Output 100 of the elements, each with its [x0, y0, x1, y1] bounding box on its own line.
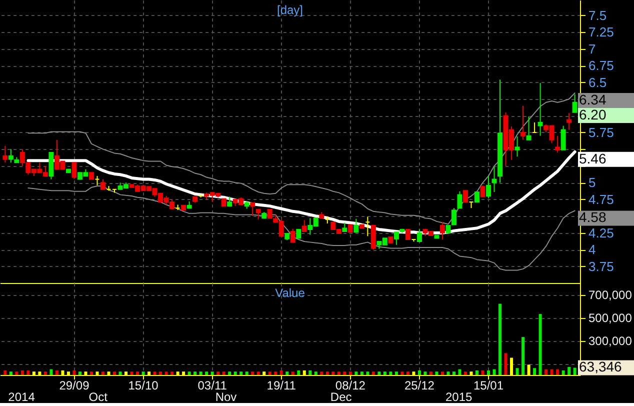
bar: [481, 370, 484, 375]
bar: [78, 372, 82, 375]
bar: [216, 372, 220, 375]
bar: [297, 370, 300, 375]
bar: [20, 370, 24, 375]
bar: [544, 369, 548, 375]
bar: [366, 372, 370, 375]
y-tick-label: 6.75: [588, 58, 614, 74]
bar: [400, 372, 404, 375]
bar: [228, 372, 232, 375]
candlestick: [440, 222, 445, 240]
bar: [550, 369, 554, 375]
bar: [562, 370, 565, 375]
bar: [130, 372, 134, 375]
bar: [194, 372, 197, 375]
bar: [516, 368, 519, 375]
bar: [498, 304, 502, 375]
chart-title: [day]: [276, 3, 304, 17]
candlestick: [2, 145, 8, 164]
x-tick-label: 29/09: [59, 378, 90, 392]
bar: [234, 372, 237, 375]
bar: [504, 353, 508, 375]
candlestick: [538, 82, 543, 136]
y-tick-label: 3.75: [588, 258, 614, 274]
bar: [113, 372, 116, 375]
bar: [418, 370, 421, 375]
bar: [170, 372, 174, 375]
data-label: 6.34: [579, 91, 606, 108]
candlestick: [560, 125, 566, 150]
bar: [280, 370, 283, 375]
candlestick: [457, 190, 462, 209]
candlestick: [100, 178, 106, 190]
bar: [136, 372, 140, 375]
x-tick-label: 15/10: [128, 378, 159, 392]
text: 2014: [8, 390, 36, 404]
bar: [360, 372, 364, 375]
bar: [199, 372, 202, 375]
y-tick-label: 6.5: [588, 74, 607, 90]
candlestick: [302, 220, 307, 232]
bar: [573, 368, 576, 375]
bar: [153, 372, 156, 375]
bar: [72, 370, 76, 375]
bar: [55, 370, 58, 375]
candlestick: [416, 228, 422, 243]
y-tick-label: 4: [588, 242, 596, 258]
bar: [9, 372, 12, 375]
bar: [354, 372, 358, 375]
y-tick-label: 7: [588, 41, 596, 56]
bar: [314, 372, 318, 375]
bar: [522, 337, 525, 375]
bar: [394, 372, 398, 375]
bar: [476, 370, 479, 375]
y-tick-label: 7.25: [588, 24, 614, 40]
y-tick-label: 5: [588, 175, 596, 190]
bar: [343, 372, 346, 375]
bar: [118, 372, 122, 375]
x-tick-label: 15/01: [473, 378, 504, 392]
x-tick-label: 03/11: [198, 378, 228, 392]
candlestick: [480, 184, 486, 198]
candlestick: [370, 224, 376, 250]
data-label: 4.58: [579, 209, 606, 226]
bar: [429, 372, 432, 375]
bar: [205, 372, 208, 375]
bar: [251, 372, 254, 375]
y-tick-label: 5.75: [588, 124, 614, 140]
bar: [326, 372, 329, 375]
bar: [222, 372, 226, 375]
bar: [188, 372, 191, 375]
y-tick-label: 4.75: [588, 192, 614, 207]
bar: [424, 372, 427, 375]
x-tick-label: 19/11: [266, 378, 296, 392]
bar: [308, 370, 312, 375]
y-tick-label: 4.25: [588, 225, 614, 240]
bar: [50, 369, 53, 375]
x-tick-label: 25/12: [404, 378, 435, 392]
bar: [568, 366, 571, 375]
bar: [533, 368, 536, 375]
candlestick: [492, 166, 497, 193]
bar: [240, 372, 243, 375]
bar: [487, 370, 490, 375]
candlestick: [555, 135, 560, 154]
bar: [268, 372, 272, 375]
y-tick-label: 7.5: [588, 8, 607, 23]
bar: [383, 372, 386, 375]
bar: [372, 372, 375, 375]
bar: [320, 372, 324, 375]
candlestick: [566, 112, 572, 130]
bar: [15, 372, 18, 375]
bar: [348, 372, 352, 375]
bar: [26, 370, 30, 375]
candlestick: [256, 208, 261, 220]
bar: [464, 372, 467, 375]
text: Nov: [215, 390, 237, 404]
bar: [440, 372, 444, 375]
chart-title: Value: [275, 286, 306, 300]
bar: [291, 372, 294, 375]
y-tick-label: 300,000: [588, 334, 632, 348]
candlestick: [8, 148, 14, 164]
bar: [142, 372, 145, 375]
bar: [159, 372, 162, 375]
